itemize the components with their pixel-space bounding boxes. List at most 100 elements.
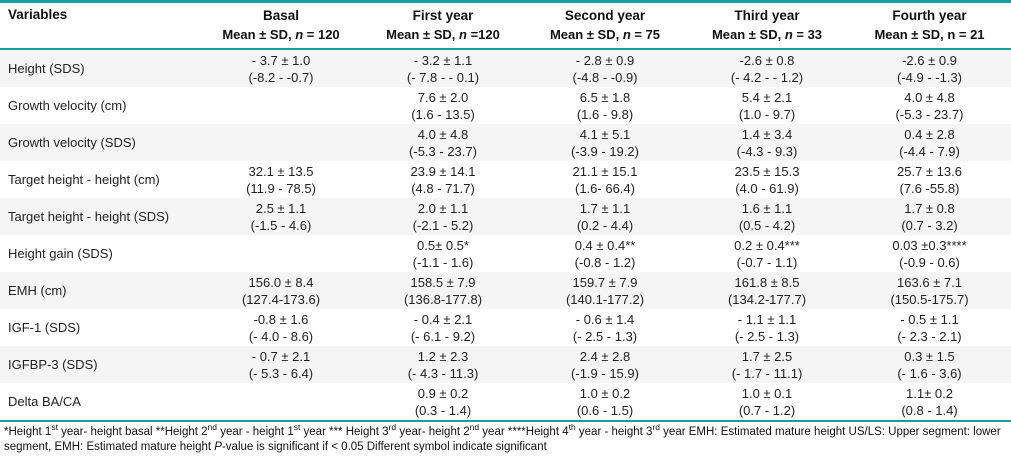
table-row: Delta BA/CA 0.9 ± 0.2 (0.3 - 1.4) 1.0 ± 0.… xyxy=(0,383,1011,420)
range-value: (150.5-175.7) xyxy=(890,292,969,307)
range-value: (-4.9 - -1.3) xyxy=(896,70,962,85)
footnote-text: year ****Height 4 xyxy=(479,426,569,438)
value-cell: 1.1± 0.2 (0.8 - 1.4) xyxy=(848,383,1011,420)
value-cell: 2.0 ± 1.1 (-2.1 - 5.2) xyxy=(362,198,524,235)
range-value: (134.2-177.7) xyxy=(727,292,807,307)
range-value: (0.7 - 3.2) xyxy=(901,218,958,233)
mean-sd-value: 158.5 ± 7.9 xyxy=(410,275,476,290)
table-row: IGF-1 (SDS) -0.8 ± 1.6 (- 4.0 - 8.6) - 0.4 … xyxy=(0,309,1011,346)
variable-label: Growth velocity (cm) xyxy=(8,97,127,113)
range-value: (0.2 - 4.4) xyxy=(576,218,634,233)
value-cell xyxy=(200,124,362,161)
footnote: *Height 1st year- height basal **Height … xyxy=(0,420,1011,455)
mean-sd-value: - 2.8 ± 0.9 xyxy=(575,53,635,68)
mean-sd-value: -2.6 ± 0.8 xyxy=(739,53,795,68)
table-row: Target height - height (SDS) 2.5 ± 1.1 (-1… xyxy=(0,198,1011,235)
value-cell: 1.7 ± 2.5 (- 1.7 - 11.1) xyxy=(686,346,848,383)
mean-sd-value: - 0.5 ± 1.1 xyxy=(900,312,959,327)
variable-label: Height (SDS) xyxy=(8,60,85,76)
range-value: (1.0 - 9.7) xyxy=(738,107,796,122)
footnote-text: year- height 2 xyxy=(396,426,470,438)
column-title: Basal xyxy=(262,8,300,23)
mean-sd-value: - 3.7 ± 1.0 xyxy=(251,53,311,68)
value-cell: 1.6 ± 1.1 (0.5 - 4.2) xyxy=(686,198,848,235)
value-cell xyxy=(200,87,362,124)
range-value: (-2.1 - 5.2) xyxy=(412,218,474,233)
value-cell: 1.0 ± 0.2 (0.6 - 1.5) xyxy=(524,383,686,420)
value-cell: 1.7 ± 1.1 (0.2 - 4.4) xyxy=(524,198,686,235)
table-row: Growth velocity (SDS) 4.0 ± 4.8 (-5.3 - 2… xyxy=(0,124,1011,161)
value-cell: 32.1 ± 13.5 (11.9 - 78.5) xyxy=(200,161,362,198)
range-value: (- 4.2 - - 1.2) xyxy=(730,70,804,85)
footnote-text: *Height 1 xyxy=(4,426,52,438)
footnote-text: year- height basal **Height 2 xyxy=(57,426,208,438)
mean-sd-value: 0.9 ± 0.2 xyxy=(417,386,469,401)
range-value: (-4.8 - -0.9) xyxy=(572,70,638,85)
value-cell: 0.2 ± 0.4*** (-0.7 - 1.1) xyxy=(686,235,848,272)
range-value: (127.4-173.6) xyxy=(241,292,321,307)
value-cell: - 1.1 ± 1.1 (- 2.5 - 1.3) xyxy=(686,309,848,346)
table-body: Height (SDS) - 3.7 ± 1.0 (-8.2 - -0.7) - 3.… xyxy=(0,49,1011,420)
variable-label: EMH (cm) xyxy=(8,282,67,298)
mean-sd-value: 23.5 ± 15.3 xyxy=(734,164,800,179)
range-value: (- 4.0 - 8.6) xyxy=(248,329,314,344)
range-value: (1.6 - 13.5) xyxy=(411,107,475,122)
table-row: EMH (cm) 156.0 ± 8.4 (127.4-173.6) 158.5 ± … xyxy=(0,272,1011,309)
mean-sd-value xyxy=(200,385,362,402)
mean-sd-value: 4.1 ± 5.1 xyxy=(579,127,631,142)
value-cell: 0.9 ± 0.2 (0.3 - 1.4) xyxy=(362,383,524,420)
variable-label: IGF-1 (SDS) xyxy=(8,319,81,335)
value-cell: 6.5 ± 1.8 (1.6 - 9.8) xyxy=(524,87,686,124)
variable-label: Growth velocity (SDS) xyxy=(8,134,136,150)
mean-sd-value: 0.4 ± 0.4** xyxy=(574,238,636,253)
mean-sd-value: 0.2 ± 0.4*** xyxy=(734,238,800,253)
range-value: (1.6 - 9.8) xyxy=(576,107,634,122)
range-value xyxy=(200,143,362,160)
range-value: (-0.8 - 1.2) xyxy=(574,255,636,270)
mean-sd-value: 32.1 ± 13.5 xyxy=(248,164,314,179)
range-value: (140.1-177.2) xyxy=(565,292,645,307)
value-cell: - 2.8 ± 0.9 (-4.8 - -0.9) xyxy=(524,49,686,87)
range-value: (0.5 - 4.2) xyxy=(738,218,796,233)
column-subtitle: Mean ± SD, n = 120 xyxy=(222,27,340,42)
column-subtitle: Mean ± SD, n = 33 xyxy=(711,27,823,42)
mean-sd-value: 0.5± 0.5* xyxy=(417,238,469,253)
value-cell: 0.4 ± 2.8 (-4.4 - 7.9) xyxy=(848,124,1011,161)
table-row: Growth velocity (cm) 7.6 ± 2.0 (1.6 - 13.… xyxy=(0,87,1011,124)
range-value: (-1.1 - 1.6) xyxy=(412,255,474,270)
range-value: (-4.4 - 7.9) xyxy=(899,144,960,159)
mean-sd-value: 4.0 ± 4.8 xyxy=(904,90,955,105)
value-cell: - 0.5 ± 1.1 (- 2.3 - 2.1) xyxy=(848,309,1011,346)
value-cell: - 3.7 ± 1.0 (-8.2 - -0.7) xyxy=(200,49,362,87)
range-value: (- 1.6 - 3.6) xyxy=(897,366,962,381)
value-cell: 2.4 ± 2.8 (-1.9 - 15.9) xyxy=(524,346,686,383)
range-value xyxy=(200,402,362,419)
column-subtitle: Mean ± SD, n =120 xyxy=(386,27,500,42)
range-value xyxy=(200,106,362,123)
column-title: Fourth year xyxy=(892,8,967,23)
mean-sd-value: 4.0 ± 4.8 xyxy=(417,127,469,142)
range-value: (-0.9 - 0.6) xyxy=(899,255,960,270)
range-value: (- 4.3 - 11.3) xyxy=(407,366,479,381)
column-header-fourth-year: Fourth year Mean ± SD, n = 21 xyxy=(848,1,1011,50)
column-title: Variables xyxy=(8,7,68,22)
value-cell: 4.1 ± 5.1 (-3.9 - 19.2) xyxy=(524,124,686,161)
mean-sd-value: 0.3 ± 1.5 xyxy=(904,349,955,364)
range-value: (-5.3 - 23.7) xyxy=(895,107,964,122)
mean-sd-value: 0.03 ±0.3**** xyxy=(892,238,967,253)
mean-sd-value xyxy=(200,237,362,254)
value-cell: 161.8 ± 8.5 (134.2-177.7) xyxy=(686,272,848,309)
column-subtitle: Mean ± SD, n = 21 xyxy=(874,27,985,42)
value-cell: - 3.2 ± 1.1 (- 7.8 - - 0.1) xyxy=(362,49,524,87)
footnote-text: year - height 3 xyxy=(575,426,653,438)
column-header-variables: Variables xyxy=(0,1,200,50)
value-cell: 5.4 ± 2.1 (1.0 - 9.7) xyxy=(686,87,848,124)
range-value: (0.7 - 1.2) xyxy=(738,403,796,418)
footnote-text: rd xyxy=(388,422,397,433)
value-cell: 4.0 ± 4.8 (-5.3 - 23.7) xyxy=(848,87,1011,124)
mean-sd-value xyxy=(200,89,362,106)
footnote-text: st xyxy=(51,422,58,433)
value-cell: 0.3 ± 1.5 (- 1.6 - 3.6) xyxy=(848,346,1011,383)
range-value: (-0.7 - 1.1) xyxy=(736,255,798,270)
value-cell: 163.6 ± 7.1 (150.5-175.7) xyxy=(848,272,1011,309)
